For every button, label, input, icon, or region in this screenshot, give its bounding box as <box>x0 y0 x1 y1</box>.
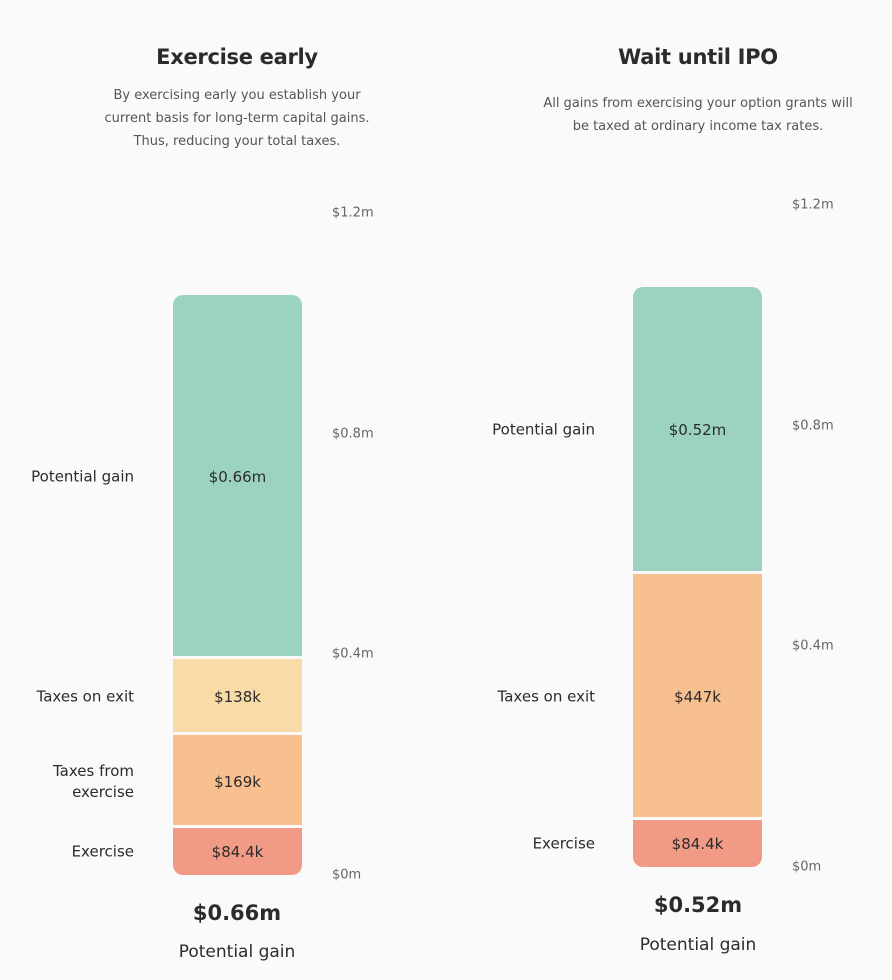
y-tick-label: $0.4m <box>332 646 374 662</box>
y-tick-label: $1.2m <box>792 197 834 213</box>
series-label: Taxes from exercise <box>52 761 134 801</box>
bar-segment <box>633 820 762 867</box>
y-tick-label: $0.8m <box>332 426 374 442</box>
summary-label: Potential gain <box>639 935 757 955</box>
series-label: Potential gain <box>31 467 134 486</box>
bar-segment <box>173 828 302 875</box>
value-label: $138k <box>214 688 261 707</box>
y-tick-label: $0.8m <box>792 418 834 434</box>
summary-label: Potential gain <box>178 942 296 962</box>
series-label: Potential gain <box>492 420 595 439</box>
series-label: Exercise <box>532 834 595 853</box>
value-label: $84.4k <box>211 842 264 861</box>
chart-subtitle: By exercising early you establish your c… <box>104 88 370 149</box>
series-label: Taxes on exit <box>497 687 595 706</box>
bar-segment <box>633 286 762 574</box>
chart-subtitle: All gains from exercising your option gr… <box>543 96 853 134</box>
summary-value: $0.66m <box>192 901 282 925</box>
chart-title: Wait until IPO <box>618 45 778 69</box>
bar-segment <box>633 573 762 821</box>
value-label: $169k <box>214 772 261 791</box>
value-label: $447k <box>674 688 721 707</box>
y-tick-label: $0.4m <box>792 638 834 654</box>
bar-segment <box>173 294 302 660</box>
bar-segment <box>173 735 302 829</box>
series-label: Exercise <box>71 842 134 861</box>
summary-value: $0.52m <box>653 893 743 917</box>
value-label: $0.66m <box>208 468 267 487</box>
value-label: $0.52m <box>668 421 727 440</box>
y-tick-label: $1.2m <box>332 205 374 221</box>
chart-title: Exercise early <box>156 45 318 69</box>
y-tick-label: $0m <box>792 859 822 875</box>
series-label: Taxes on exit <box>36 687 134 706</box>
y-tick-label: $0m <box>332 867 362 883</box>
bar-segment <box>173 659 302 736</box>
value-label: $84.4k <box>671 834 724 853</box>
